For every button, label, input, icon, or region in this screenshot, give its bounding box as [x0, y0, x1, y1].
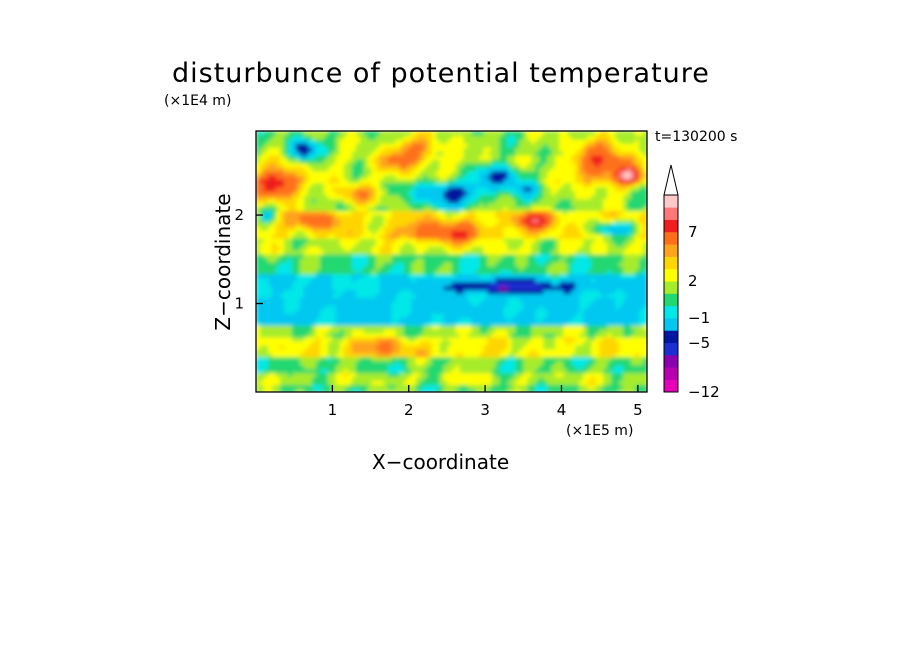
colorbar-swatch: [664, 293, 678, 307]
colorbar-swatch: [664, 256, 678, 270]
colorbar-swatch: [664, 379, 678, 393]
colorbar-label: −12: [688, 383, 720, 401]
contour-field: [256, 131, 647, 392]
colorbar-swatch: [664, 342, 678, 356]
y-tick-label: 1: [234, 295, 244, 313]
x-axis-label: X−coordinate: [372, 450, 510, 474]
colorbar-swatch: [664, 318, 678, 331]
colorbar-label: 2: [688, 272, 698, 290]
colorbar-swatch: [664, 281, 678, 294]
colorbar-label: 7: [688, 223, 698, 241]
x-axis-ticks: 1 2 3 4 5: [328, 385, 643, 419]
x-tick-label: 2: [404, 401, 414, 419]
colorbar-swatch: [664, 207, 678, 220]
colorbar-swatch: [664, 367, 678, 380]
x-tick-label: 3: [480, 401, 490, 419]
time-label: t=130200 s: [655, 129, 738, 145]
colorbar-swatch: [664, 330, 678, 344]
colorbar-label: −1: [688, 309, 710, 327]
x-tick-label: 1: [328, 401, 338, 419]
colorbar: −12−5−127: [663, 164, 720, 401]
y-axis-unit: (×1E4 m): [164, 93, 232, 109]
colorbar-swatch: [664, 195, 678, 208]
x-axis-unit: (×1E5 m): [566, 423, 634, 439]
x-tick-label: 4: [557, 401, 567, 419]
colorbar-swatch: [664, 355, 678, 368]
colorbar-swatch: [664, 268, 678, 282]
colorbar-swatch: [664, 219, 678, 233]
plot-frame: [255, 130, 648, 393]
x-tick-label: 5: [633, 401, 643, 419]
colorbar-extend-arrow: [663, 164, 679, 196]
chart-title: disturbunce of potential temperature: [172, 58, 710, 89]
colorbar-swatch: [664, 305, 678, 319]
colorbar-swatch: [664, 244, 678, 257]
colorbar-label: −5: [688, 334, 710, 352]
colorbar-frame: [663, 194, 679, 393]
y-tick-label: 2: [234, 206, 244, 224]
colorbar-swatch: [664, 231, 678, 245]
y-axis-ticks: 12: [234, 206, 263, 313]
